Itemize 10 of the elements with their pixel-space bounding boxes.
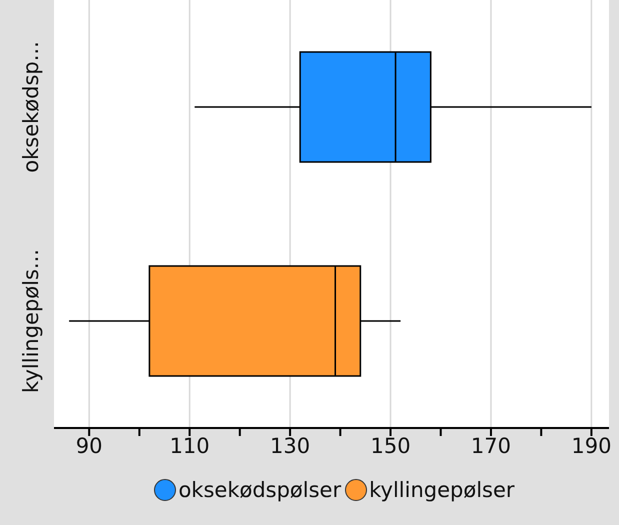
x-tick-label: 110 [170,434,210,458]
legend-label: oksekødspølser [178,478,342,502]
x-tick-label: 90 [76,434,103,458]
x-tick-label: 190 [571,434,612,458]
x-tick-label: 170 [470,434,512,458]
x-tick-label: 150 [370,434,411,458]
y-tick-label: kyllingepøls... [19,249,43,393]
x-tick-label: 130 [270,434,310,458]
legend-label: kyllingepølser [369,478,515,502]
y-tick-label: oksekødsp... [19,41,43,173]
